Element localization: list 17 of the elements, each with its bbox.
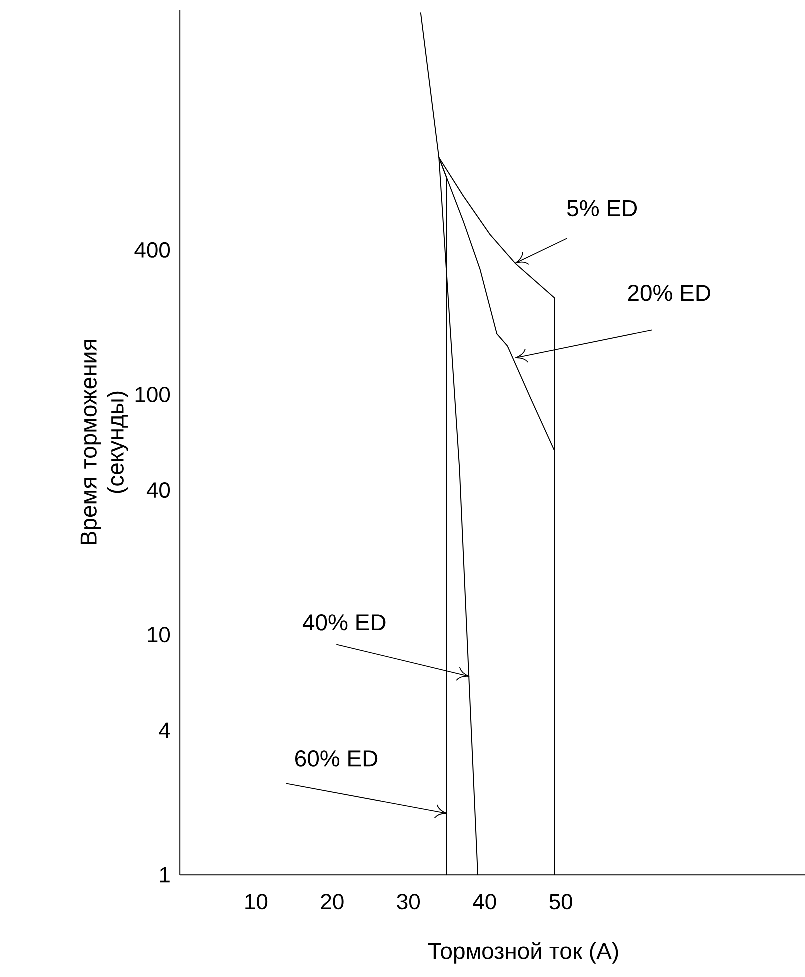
x-tick-label: 30 — [397, 894, 420, 910]
y-tick-label: 10 — [148, 627, 170, 643]
annotation: 5% ED — [567, 200, 638, 217]
annotation: 40% ED — [302, 614, 386, 631]
y-tick-label: 100 — [136, 386, 170, 403]
y-tick-label: 40 — [146, 482, 170, 498]
annotation: 60% ED — [296, 750, 378, 767]
y-tick-label: 400 — [134, 242, 170, 258]
x-tick-label: 20 — [321, 894, 344, 910]
annotation: 20% ED — [628, 285, 710, 302]
x-axis-title: Тормозной ток (А) — [428, 942, 618, 964]
x-tick-label: 10 — [246, 894, 268, 910]
y-tick-label: 1 — [160, 867, 170, 883]
x-tick-label: 50 — [550, 894, 572, 910]
y-tick-label: 4 — [159, 722, 170, 738]
x-tick-label: 40 — [473, 894, 496, 910]
y-axis-title: Время торможения (секунды) — [80, 340, 128, 544]
